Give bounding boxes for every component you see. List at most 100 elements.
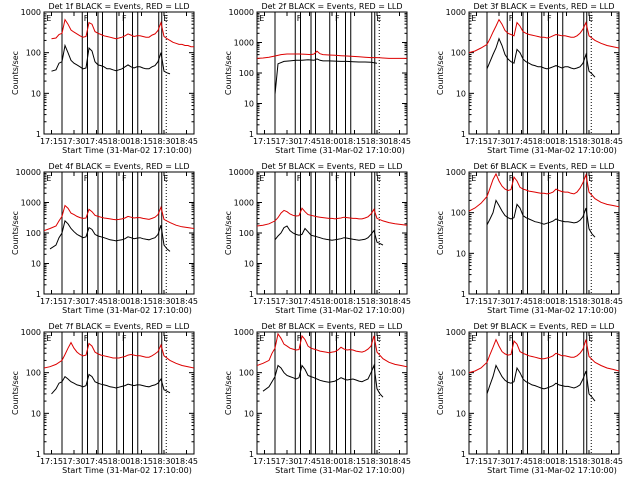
- x-tick-label: 17:45: [510, 137, 533, 146]
- x-tick-label: 17:45: [298, 297, 321, 306]
- x-tick-label: 18:45: [175, 137, 198, 146]
- plot-frame: [256, 331, 408, 455]
- y-tick-label: 10: [31, 89, 41, 98]
- y-axis-label: Counts/sec: [11, 211, 20, 255]
- x-tick-label: 18:30: [152, 297, 175, 306]
- x-tick-label: 18:30: [577, 457, 600, 466]
- y-axis-label: Counts/sec: [11, 51, 20, 95]
- panel-title: Det 8f BLACK = Events, RED = LLD: [261, 322, 402, 331]
- x-tick-label: 17:15: [40, 457, 63, 466]
- state-flag: E: [471, 174, 476, 183]
- state-flag: F: [297, 174, 302, 183]
- x-tick-label: 18:00: [320, 297, 343, 306]
- x-tick-label: 18:00: [320, 137, 343, 146]
- x-tick-label: 17:30: [275, 137, 298, 146]
- state-flag: E: [259, 14, 264, 23]
- x-tick-label: 18:30: [365, 457, 388, 466]
- y-tick-label: 10000: [16, 168, 41, 177]
- y-tick-label: 1000: [446, 328, 466, 337]
- x-axis-label: Start Time (31-Mar-02 17:10:00): [275, 306, 405, 315]
- state-flag: E: [259, 174, 264, 183]
- x-tick-label: 18:45: [600, 137, 623, 146]
- state-flag: F: [84, 334, 89, 343]
- panel-title: Det 2f BLACK = Events, RED = LLD: [261, 2, 402, 11]
- series-events-line: [49, 219, 171, 252]
- state-flag: E: [46, 14, 51, 23]
- plot-frame: [43, 171, 195, 295]
- state-flag: F: [84, 174, 89, 183]
- state-flag: F: [509, 334, 514, 343]
- x-tick-label: 17:15: [465, 457, 488, 466]
- x-tick-label: 18:00: [107, 457, 130, 466]
- x-tick-label: 17:30: [487, 137, 510, 146]
- x-axis-label: Start Time (31-Mar-02 17:10:00): [62, 306, 192, 315]
- state-flag: F: [335, 334, 340, 343]
- state-flag: F: [122, 334, 127, 343]
- x-axis-label: Start Time (31-Mar-02 17:10:00): [487, 306, 617, 315]
- panel-title: Det 6f BLACK = Events, RED = LLD: [473, 162, 614, 171]
- y-axis-label: Counts/sec: [224, 371, 233, 415]
- y-tick-label: 1: [36, 290, 41, 299]
- x-axis-label: Start Time (31-Mar-02 17:10:00): [487, 146, 617, 155]
- series-events-line: [51, 43, 171, 75]
- y-tick-label: 1: [36, 130, 41, 139]
- state-flag: E: [376, 174, 381, 183]
- y-tick-label: 1000: [446, 168, 466, 177]
- x-tick-label: 18:45: [388, 457, 411, 466]
- y-tick-label: 100: [239, 369, 254, 378]
- x-tick-label: 17:45: [510, 457, 533, 466]
- y-tick-label: 10: [31, 409, 41, 418]
- x-tick-label: 17:30: [275, 457, 298, 466]
- y-axis-label: Counts/sec: [436, 211, 445, 255]
- series-lld-line: [469, 172, 619, 212]
- x-tick-label: 18:00: [320, 457, 343, 466]
- state-flag: F: [335, 174, 340, 183]
- x-tick-label: 18:15: [555, 137, 578, 146]
- y-tick-label: 10000: [229, 8, 254, 17]
- state-flag: E: [471, 14, 476, 23]
- plot-frame: [468, 171, 620, 295]
- series-events-line: [274, 58, 378, 95]
- x-tick-label: 18:30: [577, 297, 600, 306]
- x-tick-label: 18:15: [555, 297, 578, 306]
- y-tick-label: 1000: [21, 8, 41, 17]
- x-tick-label: 18:00: [107, 137, 130, 146]
- x-tick-label: 18:45: [388, 137, 411, 146]
- y-tick-label: 100: [26, 369, 41, 378]
- x-tick-label: 17:30: [487, 297, 510, 306]
- y-tick-label: 10: [31, 260, 41, 269]
- y-axis-label: Counts/sec: [436, 51, 445, 95]
- state-flag: F: [547, 174, 552, 183]
- y-tick-label: 10: [456, 249, 466, 258]
- series-lld-line: [51, 18, 194, 48]
- x-tick-label: 18:30: [365, 137, 388, 146]
- series-lld-line: [469, 338, 619, 374]
- y-axis-label: Counts/sec: [11, 371, 20, 415]
- series-events-line: [486, 364, 596, 402]
- state-flag: E: [163, 14, 168, 23]
- state-flag: F: [509, 14, 514, 23]
- series-lld-line: [44, 204, 194, 232]
- y-tick-label: 100: [239, 69, 254, 78]
- x-tick-label: 18:15: [130, 137, 153, 146]
- state-flag: E: [163, 174, 168, 183]
- state-flag: E: [471, 334, 476, 343]
- state-flag: E: [163, 334, 168, 343]
- x-axis-label: Start Time (31-Mar-02 17:10:00): [62, 466, 192, 475]
- series-events-line: [274, 225, 384, 246]
- state-flag: E: [46, 174, 51, 183]
- x-tick-label: 18:15: [555, 457, 578, 466]
- y-tick-label: 1000: [21, 328, 41, 337]
- x-tick-label: 17:15: [253, 457, 276, 466]
- x-axis-label: Start Time (31-Mar-02 17:10:00): [275, 466, 405, 475]
- y-tick-label: 10: [456, 89, 466, 98]
- state-flag: F: [122, 14, 127, 23]
- x-tick-label: 17:30: [62, 137, 85, 146]
- x-tick-label: 18:00: [532, 297, 555, 306]
